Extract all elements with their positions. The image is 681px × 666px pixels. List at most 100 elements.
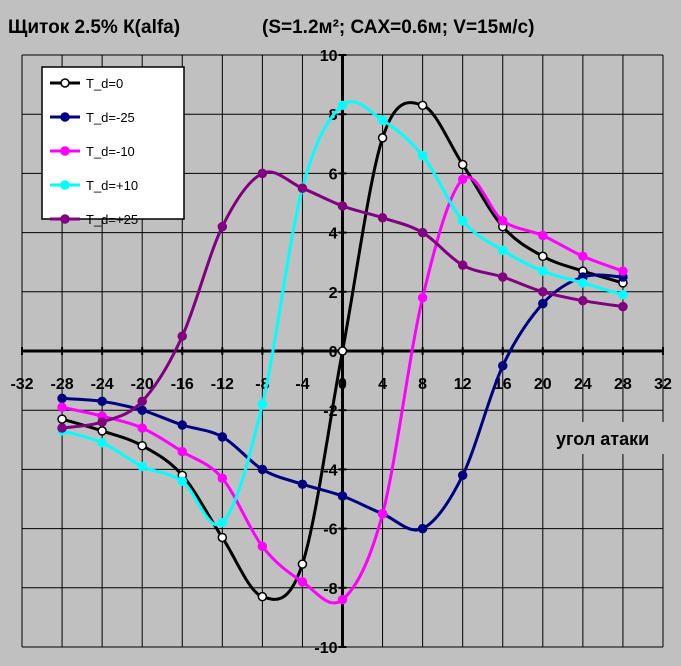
x-tick-label: -16	[171, 376, 194, 393]
data-point	[337, 491, 348, 501]
data-point	[177, 331, 187, 341]
data-point	[457, 470, 468, 481]
legend-label: T_d=-10	[86, 144, 135, 159]
y-tick-label: 0	[329, 344, 338, 361]
data-point	[417, 227, 428, 238]
data-point	[57, 402, 67, 412]
legend-item: T_d=+25	[50, 212, 138, 227]
data-point	[177, 476, 187, 486]
x-tick-label: -12	[211, 376, 234, 393]
data-point	[177, 420, 187, 430]
legend-swatch-marker	[60, 78, 70, 88]
y-tick-label: 10	[320, 48, 338, 65]
data-point	[498, 216, 508, 226]
data-point	[417, 292, 428, 303]
y-tick-label: 2	[329, 285, 338, 302]
legend-box	[41, 66, 185, 220]
series-line	[61, 170, 624, 430]
data-point	[578, 278, 588, 288]
data-point	[578, 295, 588, 306]
chart-subtitle: (S=1.2м²; САХ=0.6м; V=15м/с)	[262, 17, 534, 38]
legend-swatch-marker	[60, 146, 70, 156]
data-point	[457, 174, 468, 185]
data-point	[618, 290, 628, 300]
y-tick-label: 6	[329, 166, 338, 183]
data-point	[457, 216, 468, 226]
data-point	[217, 532, 228, 543]
legend-label: T_d=+10	[86, 178, 138, 193]
data-point	[177, 446, 187, 457]
series-line	[61, 273, 623, 532]
data-point	[97, 417, 107, 427]
data-point	[137, 440, 147, 451]
legend-swatch-marker	[60, 112, 70, 122]
data-point	[97, 396, 107, 407]
x-tick-label: -24	[91, 376, 114, 393]
y-tick-label: -4	[323, 462, 337, 479]
chart-title: Щиток 2.5% К(alfa)	[8, 17, 180, 38]
data-point	[337, 100, 348, 111]
x-tick-label: 0	[338, 376, 347, 393]
series-line	[61, 175, 624, 605]
data-point	[578, 251, 588, 262]
series-group	[57, 100, 628, 605]
data-point	[217, 221, 228, 232]
data-point	[137, 461, 147, 472]
data-point	[297, 559, 308, 569]
y-tick-label: -8	[323, 581, 337, 598]
data-point	[498, 245, 508, 256]
legend-item: T_d=0	[50, 76, 123, 91]
data-point	[457, 260, 468, 270]
data-point	[57, 414, 67, 424]
x-tick-label: 32	[654, 376, 672, 393]
data-point	[538, 266, 548, 276]
y-tick-label: -10	[314, 640, 337, 657]
legend-item: T_d=+10	[50, 178, 138, 193]
data-point	[377, 213, 388, 223]
data-point	[57, 393, 67, 404]
data-point	[217, 473, 228, 484]
data-point	[538, 287, 548, 297]
x-tick-label: 28	[614, 376, 632, 393]
x-tick-label: -32	[10, 376, 33, 393]
data-point	[257, 591, 268, 602]
data-point	[257, 541, 268, 552]
data-point	[57, 423, 67, 433]
data-point	[498, 272, 508, 282]
data-point	[217, 517, 228, 528]
x-tick-label: 8	[418, 376, 427, 393]
series-1	[57, 272, 628, 534]
data-point	[457, 159, 468, 170]
data-point	[137, 423, 147, 433]
x-axis-label: угол атаки	[556, 429, 649, 449]
data-point	[297, 479, 308, 489]
legend-label: T_d=0	[86, 76, 123, 91]
legend-swatch-marker	[60, 214, 70, 224]
data-point	[97, 438, 107, 448]
x-tick-label: -28	[51, 376, 74, 393]
x-axis-label-box: угол атаки	[549, 422, 681, 454]
x-tick-label: 24	[574, 376, 592, 393]
y-tick-label: -6	[323, 522, 337, 539]
data-point	[538, 230, 548, 241]
data-point	[257, 464, 268, 475]
data-point	[498, 361, 508, 371]
data-point	[377, 115, 388, 125]
data-point	[217, 432, 228, 442]
x-tick-label: 20	[534, 376, 552, 393]
x-tick-label: 4	[378, 376, 387, 393]
data-point	[538, 298, 548, 309]
data-point	[337, 594, 348, 605]
x-tick-label: -20	[131, 376, 154, 393]
data-point	[257, 168, 268, 179]
data-point	[377, 509, 388, 519]
data-point	[297, 577, 308, 587]
data-point	[377, 133, 388, 143]
data-point	[97, 426, 107, 436]
x-tick-label: -4	[295, 376, 309, 393]
data-point	[417, 150, 428, 161]
data-point	[618, 301, 628, 312]
legend-label: T_d=-25	[86, 110, 135, 125]
data-point	[257, 399, 268, 410]
